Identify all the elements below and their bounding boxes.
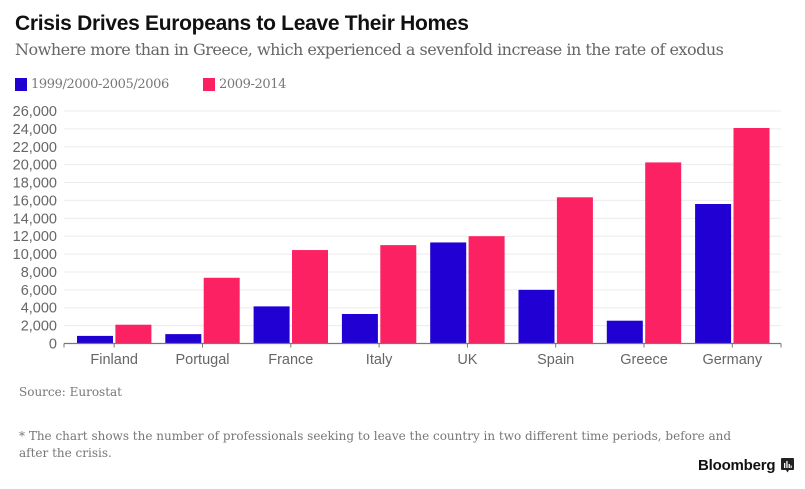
- bar-series-2-italy: [380, 245, 417, 344]
- legend-swatch-series-1: [15, 78, 27, 91]
- x-tick-label: Portugal: [175, 352, 229, 368]
- footnote: * The chart shows the number of professi…: [19, 429, 732, 460]
- x-axis: [63, 342, 782, 348]
- legend-item-series-1: 1999/2000-2005/2006: [15, 77, 169, 92]
- legend-swatch-series-2: [203, 78, 215, 91]
- bar-series-1-spain: [518, 289, 555, 344]
- x-tick-label: Finland: [90, 352, 138, 368]
- bar-series-2-uk: [468, 236, 505, 344]
- bloomberg-chart-icon: [781, 458, 795, 473]
- x-tick-label: UK: [457, 352, 477, 368]
- x-tick-label: Germany: [702, 352, 762, 368]
- y-tick-label: 6,000: [21, 283, 57, 299]
- y-tick-label: 18,000: [13, 176, 57, 192]
- bar-series-2-germany: [733, 127, 770, 344]
- x-tick-label: Italy: [366, 352, 393, 368]
- bar-series-2-finland: [115, 324, 152, 344]
- bar-series-2-spain: [556, 197, 593, 344]
- x-axis-ticks: Finland Portugal France Italy UK Spain Greece G…: [90, 352, 762, 368]
- bar-series-1-germany: [695, 204, 732, 344]
- x-tick-label: Greece: [620, 352, 668, 368]
- y-tick-label: 16,000: [13, 193, 57, 209]
- y-tick-label: 8,000: [21, 265, 57, 281]
- bar-series-1-italy: [341, 313, 378, 344]
- y-tick-label: 14,000: [13, 211, 57, 227]
- bar-series-1-portugal: [165, 334, 202, 344]
- y-axis-ticks: 0 2,000 4,000 6,000 8,000 10,000 12,000 14,000 1…: [13, 104, 57, 353]
- bar-series-2-greece: [645, 162, 682, 344]
- brand-name: Bloomberg: [698, 457, 776, 474]
- chart-title: Crisis Drives Europeans to Leave Their H…: [15, 12, 469, 35]
- bar-series-1-greece: [606, 320, 643, 344]
- y-tick-label: 12,000: [13, 229, 57, 245]
- y-tick-label: 20,000: [13, 158, 57, 174]
- x-tick-label: Spain: [537, 352, 574, 368]
- source-note: Source: Eurostat: [19, 385, 122, 399]
- bar-series-2-portugal: [203, 277, 240, 344]
- legend-label-series-2: 2009-2014: [219, 77, 286, 92]
- bar-series-2-france: [292, 250, 328, 344]
- bloomberg-logo: Bloomberg: [698, 457, 795, 474]
- bar-series-1-uk: [430, 242, 467, 344]
- legend-item-series-2: 2009-2014: [203, 77, 286, 92]
- chart-subtitle: Nowhere more than in Greece, which exper…: [15, 40, 724, 59]
- y-tick-label: 24,000: [13, 122, 57, 138]
- bars: [77, 127, 770, 344]
- y-tick-label: 2,000: [21, 319, 57, 335]
- y-tick-label: 10,000: [13, 247, 57, 263]
- y-tick-label: 0: [49, 337, 57, 353]
- bar-series-1-finland: [77, 335, 113, 344]
- y-tick-label: 22,000: [13, 140, 57, 156]
- bar-series-1-france: [253, 306, 290, 344]
- x-tick-label: France: [268, 352, 313, 368]
- y-tick-label: 26,000: [13, 104, 57, 120]
- legend-label-series-1: 1999/2000-2005/2006: [31, 77, 169, 92]
- y-tick-label: 4,000: [21, 301, 57, 317]
